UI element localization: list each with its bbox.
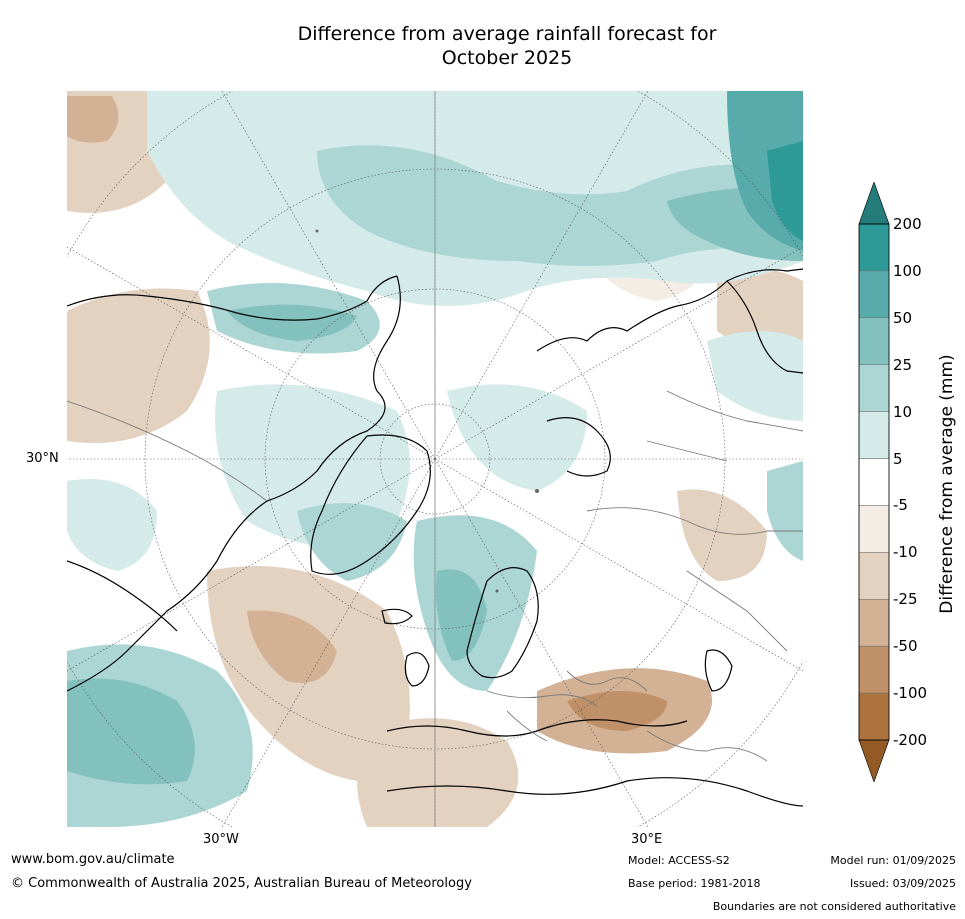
colorbar-over-triangle <box>858 182 890 225</box>
map-svg <box>67 91 803 827</box>
lake-marker-2 <box>315 229 319 233</box>
lake-marker-1 <box>535 489 539 493</box>
coast-europe-south <box>386 719 688 737</box>
colorbar-under-triangle <box>858 739 890 782</box>
colorbar-title: Difference from average (mm) <box>937 354 957 614</box>
colorbar-bin <box>858 505 890 553</box>
coast-scandinavia <box>466 567 539 679</box>
footer-model-run: Model run: 01/09/2025 <box>830 854 956 867</box>
coast-hudson-east <box>67 500 268 692</box>
meridian-60w <box>67 458 436 672</box>
colorbar-bin <box>858 645 890 694</box>
wet-region-east-pacific <box>67 479 157 571</box>
footer-website[interactable]: www.bom.gov.au/climate <box>11 852 175 867</box>
border-mongolia <box>646 440 728 462</box>
colorbar-tick-label: -10 <box>893 543 918 562</box>
latitude-label-30n: 30°N <box>26 451 59 466</box>
title-line-2: October 2025 <box>441 47 573 69</box>
coast-alaska <box>67 275 398 321</box>
colorbar-bin <box>858 317 890 365</box>
border-central-asia <box>686 570 788 652</box>
dry-region-alaska-west <box>67 288 210 443</box>
colorbar <box>858 182 890 782</box>
latitude-circle-75 <box>379 403 491 515</box>
colorbar-tick-label: 25 <box>893 355 913 374</box>
footer-issued: Issued: 03/09/2025 <box>849 877 956 890</box>
colorbar-tick-label: -100 <box>893 684 928 703</box>
colorbar-frame <box>858 223 890 741</box>
wet-region-norway-coast <box>436 569 487 661</box>
meridian-30w <box>221 458 436 827</box>
border-russia-kazakh <box>586 507 803 535</box>
meridian-30e <box>434 458 649 827</box>
wet-region-barents <box>447 384 587 491</box>
coast-north-africa <box>386 777 803 807</box>
colorbar-tick-label: -5 <box>893 496 908 515</box>
colorbar-tick-label: -50 <box>893 637 918 656</box>
longitude-label-30w: 30°W <box>203 832 239 847</box>
wet-region-gulf-alaska <box>227 304 357 341</box>
meridian-150w <box>221 91 436 460</box>
colorbar-bin <box>858 364 890 412</box>
lake-marker-3 <box>495 589 499 593</box>
meridian-60e <box>434 458 803 672</box>
colorbar-bin <box>858 552 890 600</box>
colorbar-tick-label: -25 <box>893 590 918 609</box>
dry-region-med-core <box>567 691 667 731</box>
footer-disclaimer: Boundaries are not considered authoritat… <box>712 900 956 913</box>
coast-greenland <box>310 434 431 575</box>
colorbar-tick-label: 5 <box>893 449 903 468</box>
coast-taymyr <box>546 417 611 477</box>
border-middle-east <box>646 730 768 762</box>
colorbar-bin <box>858 270 890 319</box>
colorbar-bin <box>858 458 890 506</box>
coast-uk <box>404 652 430 687</box>
coast-siberia <box>536 268 803 352</box>
coast-caspian <box>704 649 733 692</box>
border-europe-3 <box>566 670 648 692</box>
meridian-120e <box>434 246 803 460</box>
dry-region-iberia-nafrica <box>357 718 519 827</box>
colorbar-tick-label: -200 <box>893 731 928 749</box>
colorbar-tick-label: 10 <box>893 402 913 421</box>
border-russia-china <box>666 390 803 432</box>
wet-region-west-pacific-edge <box>767 461 803 561</box>
wet-region-east-siberia <box>707 331 803 421</box>
footer-model: Model: ACCESS-S2 <box>628 854 730 867</box>
dry-region-central-asia <box>677 489 767 581</box>
chart-title: Difference from average rainfall forecas… <box>0 22 965 70</box>
colorbar-tick-label: 50 <box>893 308 913 327</box>
wet-anomaly-layer <box>67 91 803 827</box>
footer-base-period: Base period: 1981-2018 <box>628 877 761 890</box>
footer-copyright: © Commonwealth of Australia 2025, Austra… <box>11 876 472 891</box>
dry-region-ne-asia <box>717 267 803 354</box>
coast-mexico <box>67 560 178 632</box>
lakes <box>315 229 539 593</box>
meridian-120w <box>67 246 436 460</box>
border-europe-2 <box>506 710 548 742</box>
wet-region-aleutian-peak <box>767 141 803 241</box>
colorbar-bin <box>858 411 890 459</box>
forecast-map <box>67 91 803 827</box>
colorbar-tick-label: 100 <box>893 261 922 280</box>
longitude-label-30e: 30°E <box>631 832 663 847</box>
meridian-150e <box>434 91 649 460</box>
wet-region-central-pacific-core <box>67 678 195 785</box>
colorbar-bin <box>858 692 890 741</box>
border-europe-1 <box>486 690 598 707</box>
wet-region-north-pacific-mid <box>317 145 803 266</box>
dry-region-nw-core <box>67 96 119 143</box>
colorbar-tick-label: 200 <box>893 215 922 233</box>
colorbar-bins <box>858 223 890 741</box>
coast-canada-arctic <box>266 275 401 502</box>
borders <box>67 390 803 762</box>
coastlines <box>67 268 803 807</box>
dry-region-atlantic-core <box>247 610 337 683</box>
colorbar-bin <box>858 599 890 647</box>
title-line-1: Difference from average rainfall forecas… <box>297 23 717 45</box>
colorbar-bin <box>858 223 890 272</box>
coast-kamchatka <box>726 280 803 374</box>
border-canada-us <box>67 400 268 502</box>
coast-iceland <box>381 608 413 625</box>
